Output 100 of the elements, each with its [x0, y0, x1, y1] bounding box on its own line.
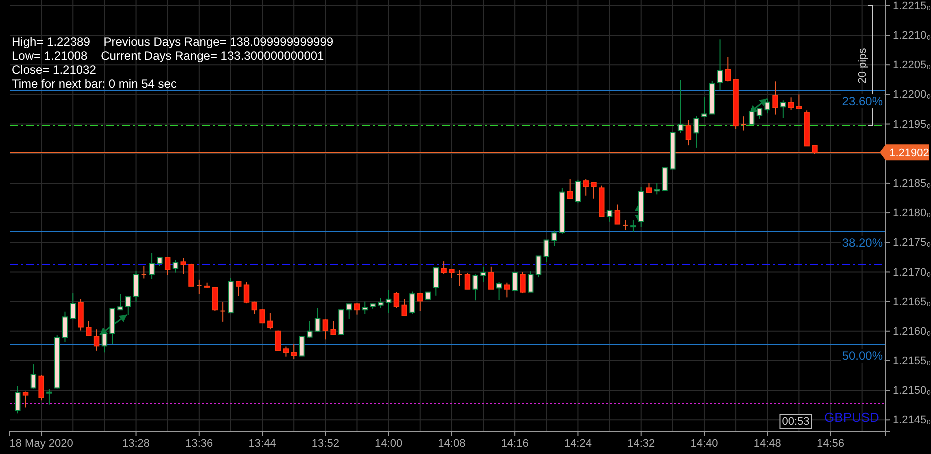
candlestick	[180, 258, 186, 274]
annotation: Low= 1.21008 Current Days Range= 133.300000000001	[12, 49, 325, 63]
candlestick	[220, 302, 226, 322]
candlestick	[236, 280, 242, 297]
candlestick	[394, 292, 400, 309]
candlestick	[575, 179, 582, 204]
candlestick	[354, 303, 360, 316]
candlestick	[646, 182, 652, 194]
candlestick	[756, 108, 763, 120]
y-tick-label: 1.2215₀	[893, 0, 931, 12]
candlestick	[780, 100, 786, 119]
y-tick-label: 1.2155₀	[893, 356, 931, 368]
candlestick	[606, 210, 613, 222]
candlestick	[62, 311, 68, 343]
candlestick	[772, 81, 778, 116]
candlestick	[149, 252, 155, 280]
y-tick-label: 1.2180₀	[893, 208, 931, 220]
candlestick	[212, 286, 218, 312]
candlestick	[796, 94, 802, 110]
annotation: 38.20%	[842, 236, 884, 250]
candlestick	[512, 272, 518, 292]
candlestick	[86, 320, 92, 337]
candlestick	[520, 272, 526, 294]
candlestick	[591, 182, 597, 200]
candlestick	[38, 374, 44, 402]
x-tick-label: 14:56	[816, 438, 845, 450]
x-tick-label: 14:32	[628, 438, 656, 450]
candlestick	[748, 108, 755, 126]
y-tick-label: 1.2205₀	[893, 60, 931, 72]
candlestick	[544, 240, 550, 263]
y-tick-label: 1.2160₀	[893, 326, 931, 338]
candlestick	[196, 279, 202, 295]
candlestick	[70, 293, 76, 320]
candlestick	[456, 270, 463, 287]
candlestick	[552, 230, 558, 247]
candlestick	[694, 115, 700, 148]
candlestick	[260, 309, 266, 324]
candlestick	[126, 296, 132, 316]
candlestick	[678, 80, 684, 134]
candlestick	[418, 292, 424, 312]
y-tick-label: 1.2210₀	[893, 30, 931, 42]
candlestick	[15, 386, 21, 414]
y-tick-label: 1.2195₀	[893, 118, 931, 131]
annotation: Close= 1.21032	[12, 63, 97, 77]
candlestick	[362, 301, 368, 315]
candlestick	[141, 266, 148, 280]
candlestick	[299, 336, 305, 357]
candlestick	[686, 120, 692, 146]
candlestick	[480, 266, 486, 283]
candlestick	[622, 220, 628, 231]
y-tick-label: 1.2170₀	[893, 266, 931, 279]
x-tick-label: 14:16	[501, 438, 529, 450]
candlestick	[764, 98, 770, 114]
candlestick	[504, 282, 510, 298]
candlestick	[314, 308, 321, 332]
candlestick	[725, 56, 732, 82]
candlestick	[654, 182, 660, 196]
y-tick-label: 1.2185₀	[893, 178, 931, 190]
annotation: GBPUSD	[824, 410, 880, 425]
candlestick	[662, 168, 668, 192]
candlestick	[30, 364, 37, 390]
x-tick-label: 13:28	[122, 438, 150, 450]
annotation: Time for next bar: 0 min 54 sec	[12, 77, 177, 91]
candlestick	[322, 319, 329, 340]
candlestick	[567, 178, 574, 200]
y-tick-label: 1.2145₀	[893, 414, 931, 427]
candlestick	[330, 320, 336, 336]
candlestick	[346, 304, 352, 320]
annotation: High= 1.22389 Previous Days Range= 138.099999999999	[12, 35, 334, 49]
candlestick	[133, 270, 140, 303]
candlestick	[252, 301, 258, 315]
candlestick	[528, 271, 534, 293]
candlestick	[410, 291, 416, 315]
x-tick-label: 13:36	[186, 438, 214, 450]
x-tick-label: 13:44	[248, 438, 276, 450]
candlestick	[488, 266, 494, 290]
annotation: 20 pips	[857, 48, 869, 84]
x-tick-label: 14:40	[690, 438, 718, 450]
candlestick	[244, 282, 250, 304]
candlestick	[441, 261, 447, 274]
candlestick	[717, 39, 724, 92]
y-tick-label: 1.2150₀	[893, 385, 931, 398]
candlestick	[378, 298, 384, 309]
candlestick	[172, 260, 179, 274]
candlestick	[268, 312, 274, 330]
candlestick	[583, 178, 589, 196]
candlestick	[283, 346, 290, 358]
annotation: 23.60%	[842, 94, 884, 109]
ref-line-label: 1.21902	[890, 148, 930, 160]
candlestick	[164, 256, 171, 276]
candlestick	[46, 388, 52, 406]
candlestick	[307, 320, 313, 338]
x-tick-label: 14:08	[438, 438, 466, 450]
candlestick	[386, 289, 392, 314]
candlestick	[536, 256, 542, 278]
candlestick	[188, 263, 194, 287]
candlestick	[614, 204, 621, 225]
candlestick	[472, 274, 478, 302]
x-tick-label: 13:52	[312, 438, 340, 450]
candlestick	[291, 344, 297, 360]
